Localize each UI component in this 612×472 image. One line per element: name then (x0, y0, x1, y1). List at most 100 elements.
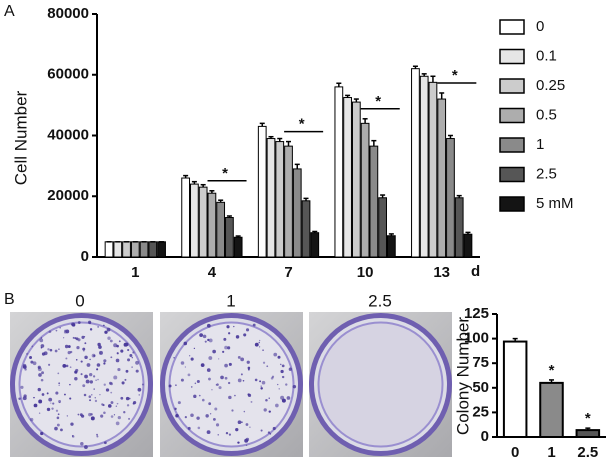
plate-label: 1 (226, 291, 235, 310)
colony (33, 396, 35, 399)
colony (247, 366, 251, 370)
colony (279, 363, 282, 366)
colony (225, 431, 229, 435)
legend-swatch (499, 78, 525, 94)
colony (126, 404, 130, 407)
significance-mark: * (549, 362, 555, 379)
legend-swatch (499, 137, 525, 153)
bar (190, 183, 199, 258)
colony (218, 386, 222, 390)
legend-label: 1 (536, 136, 544, 153)
colony (96, 363, 101, 367)
colony (254, 378, 258, 382)
colony (228, 362, 232, 366)
colony (51, 407, 54, 410)
colony (80, 414, 85, 418)
colony (280, 369, 284, 374)
colony (288, 367, 293, 371)
colony (106, 327, 111, 332)
colony (123, 411, 126, 414)
colony (245, 423, 249, 426)
colony (104, 330, 108, 334)
colony (74, 370, 78, 374)
colony (196, 379, 200, 383)
colony (184, 366, 186, 368)
colony (240, 357, 245, 362)
colony (39, 338, 44, 343)
bar (351, 101, 361, 258)
colony (32, 361, 37, 366)
colony (277, 383, 279, 386)
colony (215, 423, 220, 427)
y-tick-label: 40000 (47, 126, 89, 143)
colony (260, 429, 263, 432)
colony (198, 394, 201, 397)
bar (157, 241, 166, 258)
colony (268, 397, 270, 399)
colony (217, 434, 219, 436)
colony (250, 400, 253, 403)
colony (38, 412, 41, 414)
plate-inner (18, 321, 145, 448)
colony (137, 387, 142, 392)
colony (60, 428, 63, 432)
colony (40, 378, 44, 382)
colony (204, 340, 207, 343)
colony (56, 423, 60, 427)
colony (56, 416, 60, 420)
colony (215, 384, 218, 386)
colony (127, 358, 131, 362)
bar (207, 192, 217, 258)
colony (58, 348, 60, 350)
colony (227, 346, 231, 350)
colony (237, 441, 240, 444)
colony (33, 403, 38, 408)
colony (107, 404, 112, 408)
colony (273, 352, 278, 357)
colony (69, 366, 72, 369)
legend-label: 2.5 (536, 165, 557, 182)
colony (285, 383, 288, 386)
colony (208, 338, 213, 343)
plate-label: 0 (75, 291, 84, 310)
colony (80, 360, 83, 363)
colony (262, 349, 264, 351)
colony (75, 359, 78, 361)
colony (246, 360, 250, 364)
colony (228, 433, 232, 436)
colony (193, 394, 197, 399)
colony (222, 350, 225, 353)
y-tick-label: 0 (481, 428, 489, 445)
colony (175, 384, 177, 386)
y-tick-label: 60000 (47, 66, 89, 83)
colony (110, 391, 113, 394)
bar (411, 68, 420, 258)
bar (104, 241, 114, 258)
colony (31, 345, 34, 348)
bar (428, 81, 438, 258)
colony (184, 415, 187, 419)
colony (66, 415, 69, 417)
colony (85, 379, 90, 384)
colony (116, 402, 119, 405)
colony (89, 328, 93, 331)
colony (103, 359, 107, 363)
colony (99, 393, 101, 396)
colony (113, 343, 118, 348)
colony (121, 381, 125, 385)
colony (40, 337, 43, 339)
legend-label: 0.1 (536, 47, 557, 64)
panel-label: A (4, 3, 15, 20)
bar (446, 138, 455, 258)
colony (187, 373, 191, 377)
colony (103, 441, 107, 445)
colony (58, 384, 60, 386)
colony (81, 335, 85, 339)
colony (84, 374, 88, 379)
legend-label: 0.5 (536, 106, 557, 123)
colony (211, 389, 213, 391)
bar (113, 241, 123, 258)
bar (139, 241, 149, 258)
colony (254, 342, 259, 347)
bar (122, 241, 131, 258)
